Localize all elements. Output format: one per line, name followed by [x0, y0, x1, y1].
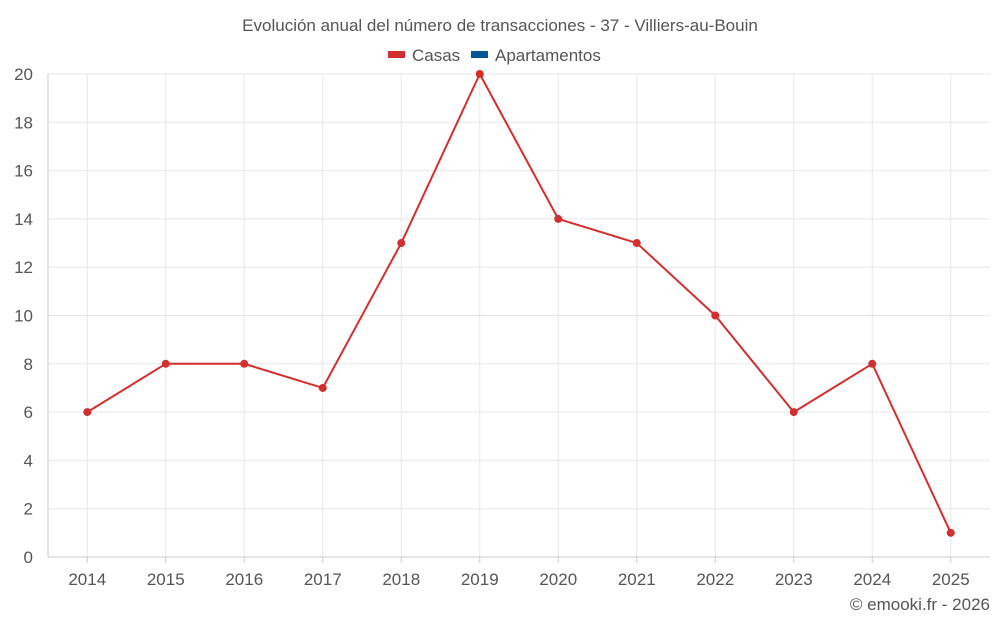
- grid: [48, 73, 990, 557]
- y-tick-label-16: 16: [14, 162, 33, 181]
- x-tick-label-2024: 2024: [853, 570, 891, 589]
- x-tick-label-2018: 2018: [382, 570, 420, 589]
- y-tick-label-20: 20: [14, 65, 33, 84]
- x-tick-label-2021: 2021: [618, 570, 656, 589]
- data-point-casas-2015[interactable]: [161, 359, 170, 368]
- y-tick-label-0: 0: [24, 548, 33, 567]
- x-tick-label-2014: 2014: [68, 570, 106, 589]
- series-line-casas: [86, 73, 952, 534]
- data-point-casas-2017[interactable]: [318, 383, 327, 392]
- legend-label-apartamentos: Apartamentos: [495, 46, 601, 65]
- y-tick-label-10: 10: [14, 307, 33, 326]
- legend: Casas Apartamentos: [388, 46, 601, 65]
- y-tick-label-14: 14: [14, 210, 33, 229]
- data-point-casas-2025[interactable]: [946, 528, 955, 537]
- x-tick-label-2022: 2022: [696, 570, 734, 589]
- x-tick-label-2020: 2020: [539, 570, 577, 589]
- x-tick-label-2016: 2016: [225, 570, 263, 589]
- chart-title: Evolución anual del número de transaccio…: [242, 16, 758, 35]
- x-tick-label-2025: 2025: [932, 570, 970, 589]
- y-tick-label-2: 2: [24, 500, 33, 519]
- legend-item-apartamentos[interactable]: Apartamentos: [471, 46, 601, 65]
- x-tick-label-2015: 2015: [147, 570, 185, 589]
- y-tick-label-18: 18: [14, 113, 33, 132]
- legend-swatch-apartamentos: [471, 51, 488, 58]
- series-casas: [83, 70, 955, 537]
- legend-item-casas[interactable]: Casas: [388, 46, 460, 65]
- data-point-casas-2016[interactable]: [240, 359, 249, 368]
- data-point-casas-2019[interactable]: [475, 70, 484, 78]
- data-point-casas-2023[interactable]: [789, 408, 798, 417]
- y-tick-label-12: 12: [14, 258, 33, 277]
- data-point-casas-2022[interactable]: [711, 311, 720, 320]
- data-point-casas-2020[interactable]: [554, 214, 563, 223]
- data-point-casas-2018[interactable]: [397, 239, 406, 248]
- x-tick-label-2017: 2017: [304, 570, 342, 589]
- data-point-casas-2021[interactable]: [632, 239, 641, 248]
- data-point-casas-2014[interactable]: [83, 408, 92, 417]
- axes: [47, 74, 990, 563]
- data-point-casas-2024[interactable]: [868, 359, 877, 368]
- legend-label-casas: Casas: [412, 46, 460, 65]
- y-tick-label-6: 6: [24, 403, 33, 422]
- x-tick-label-2023: 2023: [775, 570, 813, 589]
- y-axis-ticks: 0 2 4 6 8 10 12 14 16 18 20: [14, 65, 33, 567]
- x-tick-label-2019: 2019: [461, 570, 499, 589]
- x-axis-ticks: 2014 2015 2016 2017 2018 2019 2020 2021 2022 2023…: [68, 570, 969, 589]
- y-tick-label-8: 8: [24, 355, 33, 374]
- credit-text: © emooki.fr - 2026: [850, 595, 990, 614]
- legend-swatch-casas: [388, 51, 405, 58]
- y-tick-label-4: 4: [24, 451, 33, 470]
